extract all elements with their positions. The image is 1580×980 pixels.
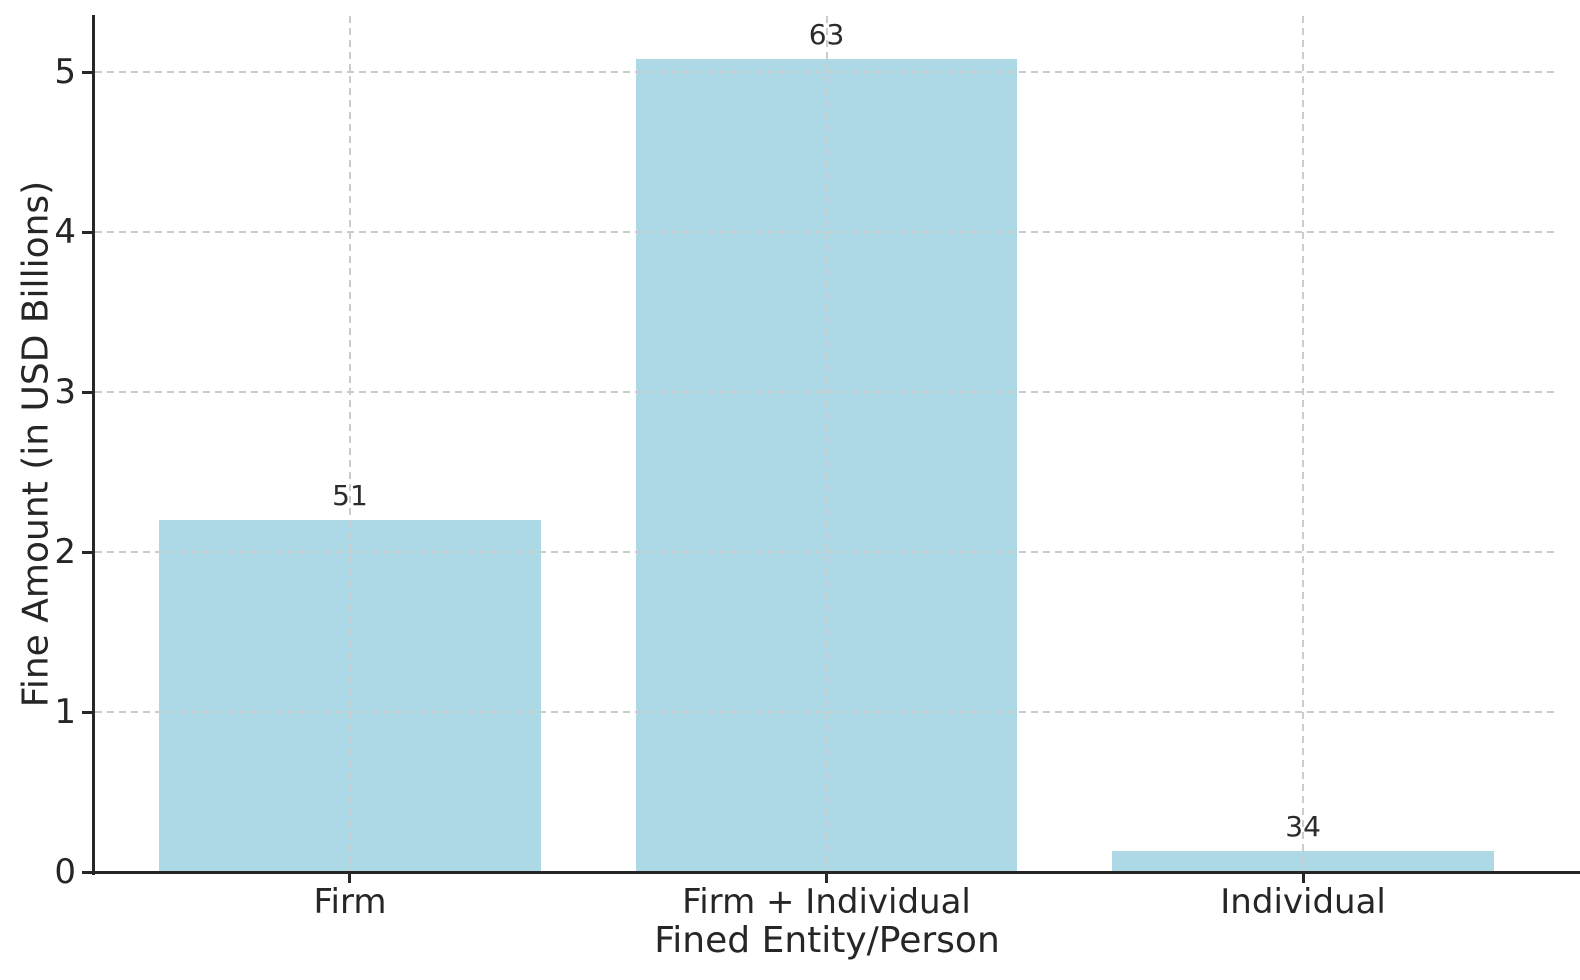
y-tick-label: 0 <box>54 852 76 892</box>
x-tick-label: Individual <box>1220 882 1386 922</box>
y-tick-label: 5 <box>54 52 76 92</box>
bar-value-label: 51 <box>332 479 368 512</box>
y-tick-mark <box>82 550 95 554</box>
x-axis-spine <box>92 871 1580 874</box>
y-tick-label: 4 <box>54 212 76 252</box>
y-tick-mark <box>82 390 95 394</box>
y-tick-mark <box>82 870 95 874</box>
y-tick-mark <box>82 230 95 234</box>
y-tick-label: 1 <box>54 692 76 732</box>
y-tick-mark <box>82 70 95 74</box>
x-gridline <box>825 16 828 872</box>
x-axis-label: Fined Entity/Person <box>654 920 1000 961</box>
x-tick-mark <box>825 873 829 883</box>
bar-value-label: 63 <box>808 18 845 52</box>
y-axis-label: Fine Amount (in USD Billions) <box>15 180 57 708</box>
y-axis-spine <box>92 15 95 875</box>
y-tick-mark <box>82 710 95 714</box>
x-tick-mark <box>348 873 352 883</box>
y-tick-label: 2 <box>54 532 76 572</box>
x-tick-label: Firm <box>313 882 387 922</box>
x-gridline <box>348 16 351 872</box>
y-tick-label: 3 <box>54 372 76 412</box>
x-tick-label: Firm + Individual <box>682 882 971 922</box>
x-gridline <box>1302 16 1305 872</box>
bar-value-label: 34 <box>1285 810 1321 844</box>
x-tick-mark <box>1301 873 1305 883</box>
